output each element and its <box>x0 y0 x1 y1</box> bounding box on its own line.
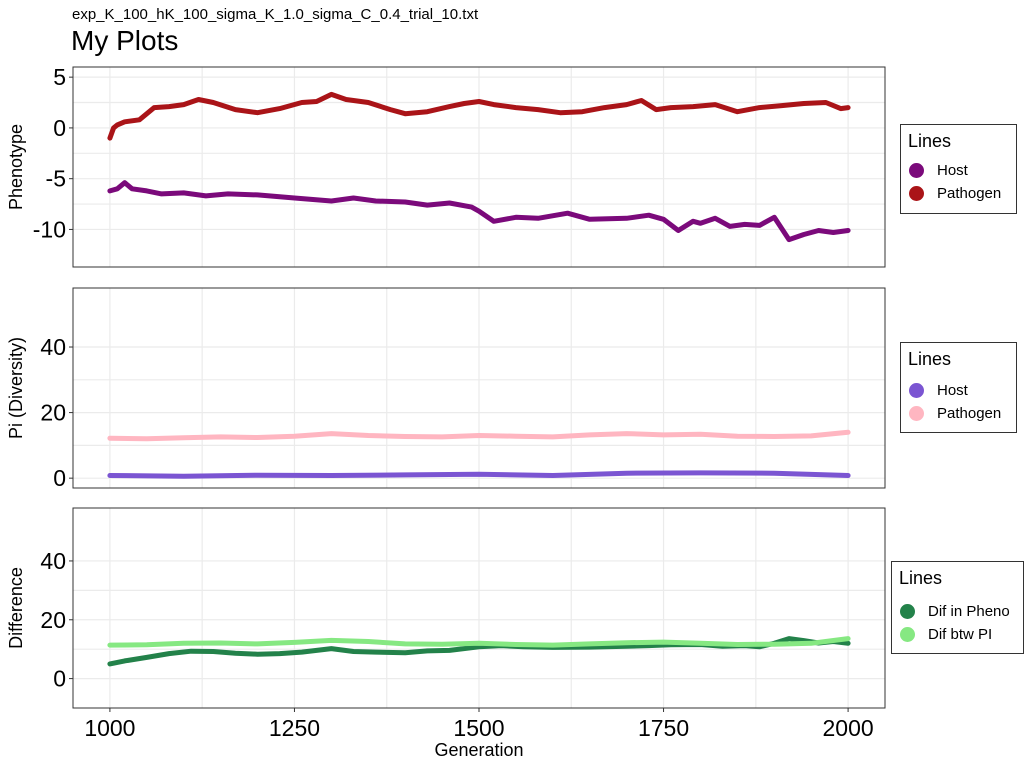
legend-label-dif-btw-pi: Dif btw PI <box>928 625 993 643</box>
panel-difference: 40 20 0 Difference 1000 1250 1500 1750 2000 Gener… <box>6 507 886 760</box>
y-tick-label: 20 <box>40 400 66 426</box>
legend-entry-pathogen: Pathogen <box>909 402 1001 424</box>
y-tick-label: 0 <box>53 115 66 141</box>
chart-subtitle: exp_K_100_hK_100_sigma_K_1.0_sigma_C_0.4… <box>72 6 479 23</box>
legend-difference: Lines Dif in Pheno Dif btw PI <box>891 561 1024 654</box>
x-tick-label: 1500 <box>453 715 504 741</box>
x-tick-label: 1750 <box>638 715 689 741</box>
y-tick-label: 0 <box>53 666 66 692</box>
series-line-dif-btw-pi <box>107 636 851 648</box>
legend-swatch-host <box>909 162 924 178</box>
legend-title: Lines <box>899 568 943 588</box>
y-tick-label: -10 <box>33 216 66 242</box>
legend-swatch-dif-in-pheno <box>900 603 915 619</box>
legend-entry-dif-in-pheno: Dif in Pheno <box>900 600 1010 622</box>
legend-entry-host: Host <box>909 379 968 401</box>
legend-swatch-dif-btw-pi <box>900 626 915 642</box>
legend-diversity: Lines Host Pathogen <box>900 342 1017 433</box>
series-line-host <box>107 180 851 243</box>
x-tick-label: 1250 <box>269 715 320 741</box>
legend-label-pathogen: Pathogen <box>937 404 1002 422</box>
y-tick-label: 5 <box>53 64 66 90</box>
chart-title: My Plots <box>71 25 179 56</box>
y-tick-label: 0 <box>53 465 66 491</box>
x-axis-label: Generation <box>434 740 523 760</box>
series-line-pathogen <box>107 91 851 141</box>
y-axis-label: Phenotype <box>6 124 26 210</box>
x-tick-label: 1000 <box>84 715 135 741</box>
y-axis-label: Pi (Diversity) <box>6 337 26 439</box>
legend-label-pathogen: Pathogen <box>937 184 1002 202</box>
y-tick-label: -5 <box>46 166 66 192</box>
series-line-pathogen <box>107 429 851 442</box>
panel-phenotype: 5 0 -5 -10 Phenotype <box>6 64 886 268</box>
x-tick-label: 2000 <box>823 715 874 741</box>
legend-swatch-host <box>909 382 924 398</box>
legend-phenotype: Lines Host Pathogen <box>900 124 1017 214</box>
y-tick-label: 40 <box>40 548 66 574</box>
legend-label-host: Host <box>937 381 968 399</box>
y-axis-label: Difference <box>6 567 26 649</box>
panel-border <box>72 287 886 489</box>
legend-swatch-pathogen <box>909 185 924 201</box>
panel-diversity: 40 20 0 Pi (Diversity) <box>6 287 886 491</box>
legend-title: Lines <box>908 349 952 369</box>
series-line-host <box>107 470 851 479</box>
legend-label-host: Host <box>937 161 968 179</box>
y-tick-label: 40 <box>40 334 66 360</box>
panel-border <box>72 66 886 268</box>
legend-swatch-pathogen <box>909 405 924 421</box>
y-tick-label: 20 <box>40 607 66 633</box>
legend-entry-host: Host <box>909 159 968 181</box>
legend-entry-dif-btw-pi: Dif btw PI <box>900 623 992 645</box>
legend-label-dif-in-pheno: Dif in Pheno <box>928 602 1010 620</box>
legend-entry-pathogen: Pathogen <box>909 182 1001 204</box>
legend-title: Lines <box>908 131 952 151</box>
